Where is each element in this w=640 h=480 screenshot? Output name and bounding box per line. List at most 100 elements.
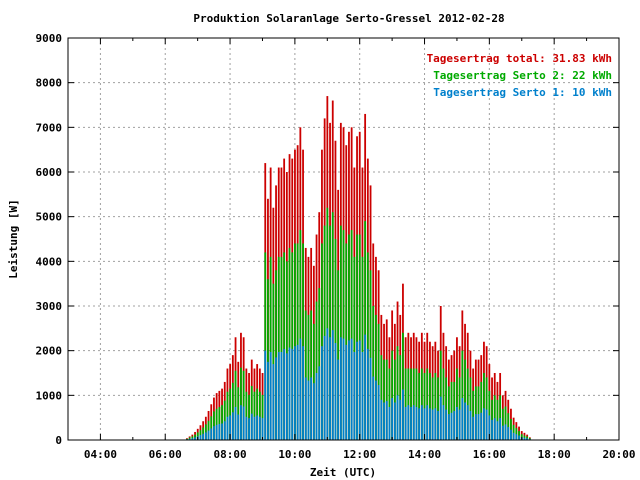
bar-series-2 xyxy=(207,420,210,440)
bar-series-3 xyxy=(188,438,191,440)
bar-series-3 xyxy=(426,405,429,440)
bar-series-3 xyxy=(323,335,326,440)
bar-series-3 xyxy=(356,341,358,440)
bar-series-2 xyxy=(234,370,237,440)
bar-series-2 xyxy=(423,373,426,440)
bar-series-3 xyxy=(453,410,456,440)
bar-series-3 xyxy=(299,338,302,440)
bar-series-2 xyxy=(485,377,488,440)
bar-series-2 xyxy=(345,243,348,440)
bar-series-2 xyxy=(315,301,318,440)
bar-series-2 xyxy=(339,225,342,440)
bar-series-2 xyxy=(231,382,234,440)
y-tick-label: 5000 xyxy=(36,211,63,224)
bar-series-2 xyxy=(304,310,307,440)
bar-series-3 xyxy=(245,416,248,440)
bar-series-3 xyxy=(480,412,483,440)
bar-series-3 xyxy=(304,377,307,440)
bar-series-2 xyxy=(213,411,215,440)
bar-series-2 xyxy=(372,306,375,440)
bar-series-3 xyxy=(312,383,315,440)
bar-series-3 xyxy=(410,406,412,440)
bar-series-3 xyxy=(472,416,475,440)
legend-entry: Tagesertrag Serto 1: 10 kWh xyxy=(433,86,612,99)
x-axis-label: Zeit (UTC) xyxy=(310,466,376,479)
x-tick-label: 14:00 xyxy=(408,448,441,461)
bar-series-3 xyxy=(375,380,377,440)
bar-series-3 xyxy=(418,408,421,440)
bar-series-2 xyxy=(334,239,337,440)
bar-series-3 xyxy=(348,340,350,440)
bar-series-3 xyxy=(334,343,337,440)
legend: Tagesertrag total: 31.83 kWh Tagesertrag … xyxy=(427,52,612,99)
bar-series-2 xyxy=(366,252,369,440)
bar-series-3 xyxy=(423,408,426,440)
bar-series-3 xyxy=(523,437,526,440)
chart-title: Produktion Solaranlage Serto-Gressel 201… xyxy=(193,12,504,25)
bar-series-3 xyxy=(361,352,364,440)
bar-series-3 xyxy=(485,409,488,440)
bar-series-2 xyxy=(528,438,531,440)
bar-series-3 xyxy=(439,396,442,440)
bar-series-3 xyxy=(380,399,383,440)
bar-series-2 xyxy=(477,386,480,440)
bar-series-2 xyxy=(420,368,423,440)
bar-series-3 xyxy=(261,418,264,440)
bar-series-3 xyxy=(407,405,410,440)
bar-series-2 xyxy=(426,368,429,440)
bar-series-3 xyxy=(388,406,391,440)
bar-series-2 xyxy=(285,261,288,440)
bar-series-2 xyxy=(393,359,396,440)
bar-series-3 xyxy=(240,405,242,440)
bar-series-3 xyxy=(294,346,296,440)
bar-series-2 xyxy=(493,395,496,440)
bar-series-2 xyxy=(499,395,502,440)
bar-series-3 xyxy=(420,405,423,440)
bar-series-2 xyxy=(375,314,377,440)
bar-series-2 xyxy=(264,252,267,440)
bar-series-3 xyxy=(512,432,515,440)
bar-series-3 xyxy=(496,421,499,440)
bar-series-3 xyxy=(493,418,496,440)
bar-series-2 xyxy=(226,391,229,440)
y-tick-label: 7000 xyxy=(36,121,63,134)
bar-series-3 xyxy=(302,346,304,440)
bar-series-2 xyxy=(240,367,242,440)
bar-series-3 xyxy=(221,423,223,440)
bar-series-3 xyxy=(226,416,229,440)
bar-series-3 xyxy=(456,406,458,440)
bar-series-3 xyxy=(215,424,218,440)
bar-series-2 xyxy=(248,394,250,440)
bar-series-2 xyxy=(480,381,483,440)
y-axis-label: Leistung [W] xyxy=(7,199,20,278)
bar-series-3 xyxy=(499,418,502,440)
bar-series-3 xyxy=(242,406,245,440)
bar-series-2 xyxy=(288,247,291,440)
bar-series-2 xyxy=(383,359,385,440)
bar-series-2 xyxy=(358,234,361,440)
bar-series-3 xyxy=(288,347,291,440)
bar-series-3 xyxy=(339,337,342,440)
bar-series-3 xyxy=(510,429,512,440)
bar-series-3 xyxy=(326,328,329,440)
bar-series-2 xyxy=(215,408,218,440)
bar-series-2 xyxy=(404,368,407,440)
x-tick-label: 04:00 xyxy=(84,448,117,461)
bar-series-3 xyxy=(285,353,288,440)
bar-series-3 xyxy=(464,402,466,440)
bar-series-2 xyxy=(323,225,326,440)
bar-series-2 xyxy=(469,377,472,440)
bar-series-2 xyxy=(202,427,205,440)
bar-series-2 xyxy=(302,243,304,440)
bar-series-2 xyxy=(474,386,477,440)
bar-series-3 xyxy=(391,398,394,440)
bar-series-2 xyxy=(294,243,296,440)
bar-series-3 xyxy=(258,416,261,440)
bar-series-2 xyxy=(510,419,512,440)
bar-series-2 xyxy=(280,256,283,440)
bar-series-2 xyxy=(256,388,259,440)
bar-series-3 xyxy=(237,414,240,440)
bar-series-3 xyxy=(372,376,375,440)
bar-series-2 xyxy=(523,435,526,440)
